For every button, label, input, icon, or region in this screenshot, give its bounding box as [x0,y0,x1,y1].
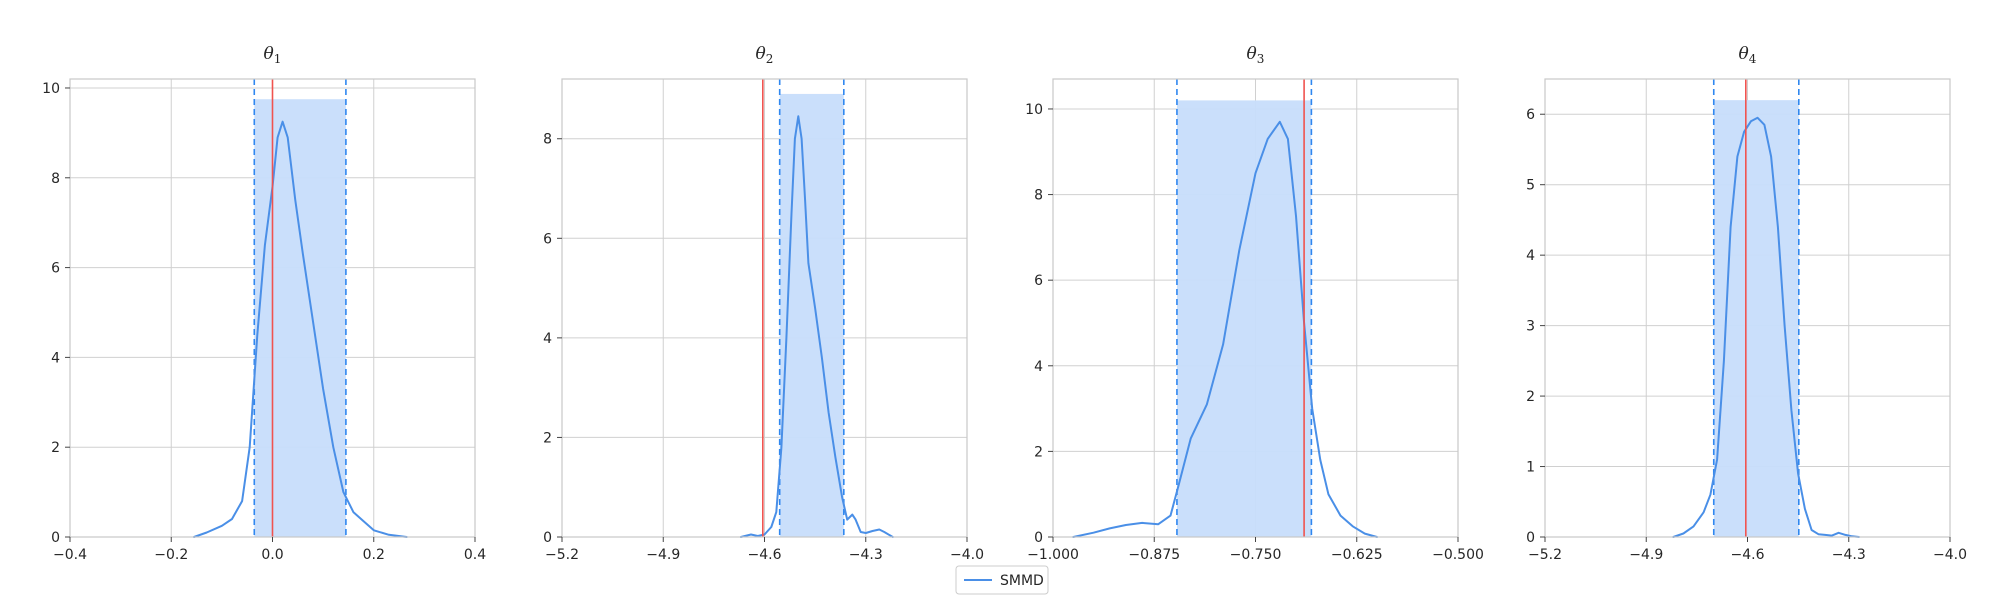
y-tick-label: 3 [1526,319,1535,335]
y-tick-label: 6 [1526,107,1535,123]
x-tick-label: −5.2 [545,547,579,563]
panel-title: θ3 [1247,44,1265,66]
panel-title-subscript: 2 [766,52,774,66]
x-tick-label: −1.000 [1027,547,1079,563]
y-tick-label: 4 [51,350,60,366]
x-tick-label: −4.6 [748,547,782,563]
y-tick-label: 4 [1526,248,1535,264]
y-tick-label: 6 [543,231,552,247]
x-tick-label: 0.0 [261,547,283,563]
x-tick-label: 0.4 [464,547,486,563]
credible-interval-band [254,99,346,538]
panel-title-symbol: θ [756,44,766,64]
x-tick-label: −0.2 [154,547,188,563]
panel-title-symbol: θ [1739,44,1749,64]
x-tick-label: −4.0 [950,547,984,563]
legend-label: SMMD [1000,573,1044,589]
y-tick-label: 0 [1034,530,1043,546]
y-tick-label: 6 [51,261,60,277]
panel-title-symbol: θ [264,44,274,64]
y-tick-label: 8 [543,132,552,148]
y-tick-label: 0 [1526,530,1535,546]
x-tick-label: −0.875 [1128,547,1180,563]
y-tick-label: 6 [1034,273,1043,289]
x-tick-label: 0.2 [363,547,385,563]
credible-interval-band [1176,100,1312,538]
x-tick-label: −4.6 [1731,547,1765,563]
credible-interval-band [779,93,844,537]
y-tick-label: 4 [543,331,552,347]
kde-density-line [193,120,408,538]
legend-box [955,565,1049,595]
panel-3: −1.000 −0.875 −0.750 −0.625 −0.500 0 2 4 6 8 10 θ3 [1025,44,1484,563]
y-tick-label: 0 [51,530,60,546]
panel-title-subscript: 1 [274,52,282,66]
y-tick-label: 8 [51,171,60,187]
y-tick-label: 8 [1034,188,1043,204]
y-tick-label: 2 [1034,444,1043,460]
y-tick-label: 10 [1025,102,1043,118]
panel-title: θ4 [1739,44,1757,66]
panel-title-subscript: 4 [1749,52,1757,66]
x-tick-label: −4.0 [1933,547,1967,563]
panel-title: θ1 [264,44,282,66]
kde-density-line [1672,116,1860,538]
y-tick-label: 1 [1526,460,1535,476]
panel-title: θ2 [756,44,774,66]
x-tick-label: −4.3 [849,547,883,563]
x-tick-label: −0.500 [1432,547,1484,563]
kde-density-line [1072,120,1378,538]
y-tick-label: 2 [543,430,552,446]
panel-title-subscript: 3 [1257,52,1265,66]
x-tick-label: −4.9 [646,547,680,563]
x-tick-label: −4.9 [1629,547,1663,563]
x-tick-label: −4.3 [1832,547,1866,563]
panel-1: −0.4 −0.2 0.0 0.2 0.4 0 2 4 6 8 10 θ1 [42,44,486,563]
x-tick-label: −5.2 [1528,547,1562,563]
x-tick-label: −0.625 [1331,547,1383,563]
y-tick-label: 0 [543,530,552,546]
y-tick-label: 2 [1526,389,1535,405]
panel-title-symbol: θ [1247,44,1257,64]
y-tick-label: 10 [42,81,60,97]
y-tick-label: 4 [1034,359,1043,375]
kde-density-line [739,115,894,538]
y-tick-label: 2 [51,440,60,456]
x-tick-label: −0.750 [1230,547,1282,563]
legend: SMMD [955,565,1049,595]
x-tick-label: −0.4 [53,547,87,563]
y-tick-label: 5 [1526,178,1535,194]
